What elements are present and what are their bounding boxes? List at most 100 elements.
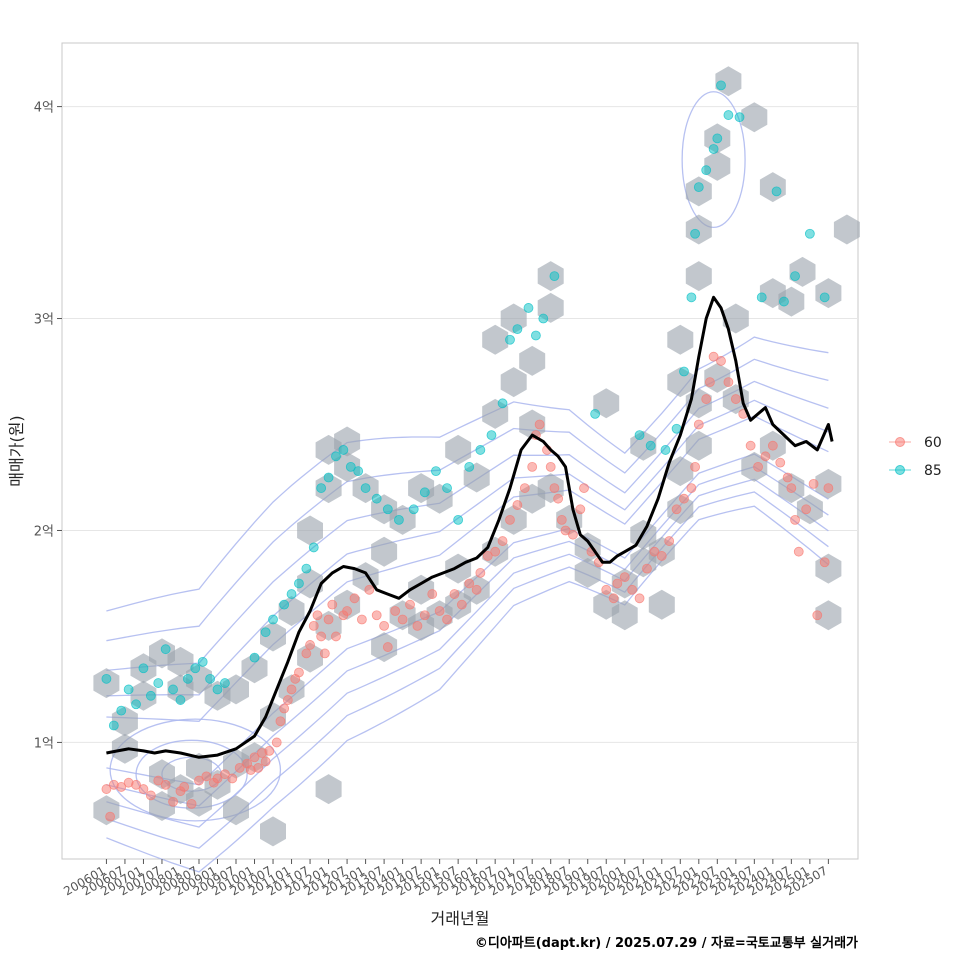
hexbin-cell: [260, 816, 286, 847]
data-point-85: [360, 483, 371, 493]
hexbin-cell: [667, 324, 694, 355]
data-point-85: [116, 705, 127, 716]
y-tick-label: 3억: [34, 313, 54, 328]
density-contour-ring: [109, 718, 282, 822]
data-point-60: [679, 493, 689, 504]
data-point-85: [590, 409, 601, 419]
data-point-60: [371, 610, 382, 621]
data-point-60: [745, 440, 756, 451]
data-point-85: [190, 663, 201, 674]
data-point-85: [512, 324, 523, 335]
data-point-60: [412, 620, 423, 631]
data-point-60: [497, 536, 508, 546]
hexbin-cell: [685, 261, 712, 292]
data-point-60: [519, 483, 530, 493]
hexbin-cell: [408, 574, 435, 605]
data-point-85: [804, 228, 815, 239]
data-point-60: [464, 578, 475, 589]
data-point-60: [168, 796, 178, 807]
legend-key-60: [895, 437, 905, 447]
data-point-60: [116, 782, 127, 792]
data-point-85: [316, 483, 327, 493]
data-point-85: [331, 451, 341, 462]
data-point-60: [305, 640, 315, 650]
source-caption: ©디아파트(dapt.kr) / 2025.07.29 / 자료=국토교통부 실…: [474, 936, 858, 951]
data-point-60: [512, 500, 523, 510]
data-point-85: [108, 720, 119, 731]
data-point-85: [523, 303, 534, 313]
hexbin-cell: [371, 536, 398, 567]
data-point-85: [123, 684, 134, 695]
data-point-85: [723, 110, 734, 120]
data-point-60: [227, 773, 238, 784]
density-contour-ring: [681, 91, 746, 229]
hexbin-cell: [574, 557, 601, 588]
data-point-85: [712, 133, 723, 144]
hexbin-cell: [297, 568, 323, 599]
data-point-85: [197, 656, 208, 667]
trend-line-layer: [106, 295, 834, 759]
data-point-60: [220, 769, 230, 780]
data-point-60: [131, 779, 141, 790]
data-point-60: [260, 756, 271, 767]
data-point-85: [475, 445, 486, 455]
data-point-85: [679, 366, 689, 377]
data-point-60: [619, 572, 630, 583]
data-point-85: [693, 182, 704, 193]
data-point-85: [538, 313, 549, 324]
data-point-60: [505, 514, 515, 525]
data-point-60: [145, 790, 156, 801]
data-point-60: [549, 483, 560, 493]
trend-line: [106, 295, 834, 759]
data-point-85: [419, 487, 430, 498]
data-point-85: [220, 678, 230, 688]
data-point-85: [442, 483, 452, 493]
hexbin-cell: [241, 653, 268, 684]
hexbin-cell: [482, 324, 509, 355]
data-point-85: [138, 663, 149, 674]
data-point-60: [153, 775, 164, 786]
hexbin-cell: [223, 795, 249, 826]
data-point-85: [686, 292, 697, 303]
data-point-60: [819, 557, 830, 568]
data-point-85: [268, 614, 278, 625]
data-point-60: [686, 483, 697, 493]
data-point-60: [568, 529, 578, 540]
hexbin-cell: [500, 367, 527, 398]
data-point-60: [382, 642, 393, 652]
data-point-60: [419, 610, 430, 621]
data-point-60: [279, 703, 290, 714]
data-point-85: [308, 542, 319, 553]
data-point-60: [760, 451, 771, 462]
data-point-85: [279, 599, 290, 610]
data-point-60: [793, 546, 804, 557]
hexbin-cell: [186, 786, 212, 817]
data-point-60: [405, 599, 415, 610]
data-point-60: [327, 599, 338, 610]
data-point-85: [101, 673, 112, 684]
hexbin-cell: [297, 515, 323, 546]
data-point-85: [323, 472, 334, 483]
data-point-85: [160, 644, 171, 655]
data-point-85: [660, 445, 671, 455]
data-point-60: [449, 589, 460, 599]
hexbin-layer: [93, 66, 860, 847]
data-point-60: [349, 593, 360, 604]
density-contour: [106, 505, 829, 873]
hexbin-cell: [815, 600, 842, 631]
data-point-60: [271, 737, 282, 748]
data-point-85: [716, 80, 726, 91]
y-tick-label: 1억: [34, 736, 54, 751]
data-point-60: [649, 546, 660, 557]
data-point-60: [782, 472, 793, 483]
data-point-60: [656, 551, 667, 561]
data-point-60: [286, 684, 297, 695]
data-point-60: [186, 798, 197, 809]
hexbin-cell: [593, 388, 620, 419]
data-point-60: [323, 614, 334, 625]
y-axis: 1억 2억 3억 4억: [34, 101, 62, 751]
data-point-85: [431, 466, 441, 477]
hexbin-cell: [445, 553, 472, 584]
data-point-60: [608, 593, 619, 604]
data-point-60: [553, 493, 564, 504]
